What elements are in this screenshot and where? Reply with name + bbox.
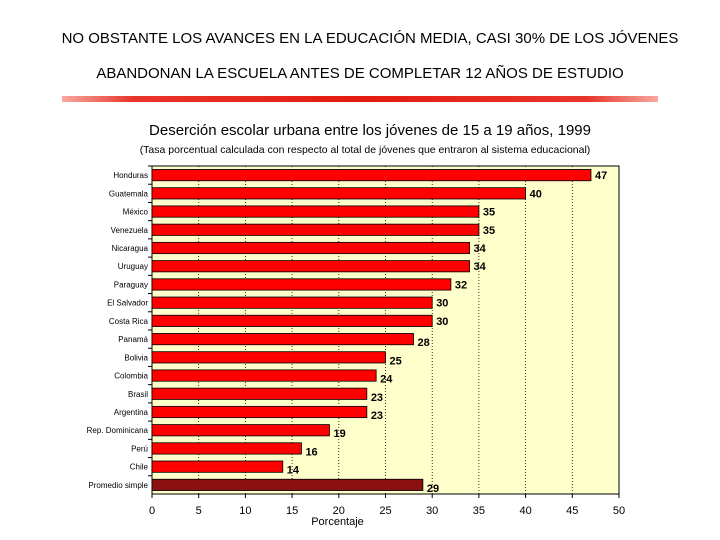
bar [151,333,414,346]
bar [151,387,368,400]
data-label: 24 [380,374,393,386]
data-label: 34 [474,261,487,273]
category-label: Honduras [113,171,148,180]
bar [151,169,592,182]
chart-title: Deserción escolar urbana entre los jóven… [149,122,591,139]
x-tick-label: 10 [239,505,251,517]
data-label: 32 [455,279,467,291]
bar [151,241,470,255]
accent-divider [62,96,658,102]
data-label: 35 [483,207,495,219]
bar [151,205,480,218]
category-label: Rep. Dominicana [87,426,149,435]
category-label: Paraguay [114,280,148,289]
bar [151,351,386,364]
bar [151,223,480,236]
category-label: Argentina [114,408,149,417]
bar [151,369,377,382]
category-label: Colombia [114,372,148,381]
data-label: 23 [371,410,383,422]
x-tick-label: 25 [379,505,391,517]
category-label: Bolivia [124,353,148,362]
bar [151,460,284,473]
data-label: 25 [390,355,402,367]
slide-heading-line2: ABANDONAN LA ESCUELA ANTES DE COMPLETAR … [96,65,624,82]
x-tick-label: 50 [613,505,625,517]
data-label: 40 [530,188,542,200]
category-label: Uruguay [118,262,148,271]
category-label: Nicaragua [112,244,149,253]
chart-subtitle: (Tasa porcentual calculada con respecto … [139,144,591,156]
category-label: Chile [130,463,149,472]
data-label: 30 [436,316,448,328]
bar [151,187,527,200]
category-label: México [123,208,149,217]
x-tick-label: 35 [473,505,485,517]
data-label: 19 [333,428,345,440]
category-label: Promedio simple [88,481,148,490]
x-tick-label: 45 [566,505,578,517]
data-label: 47 [595,170,607,182]
category-label: Guatemala [109,189,149,198]
bar [151,442,302,455]
x-tick-label: 20 [333,505,345,517]
data-label: 34 [474,243,487,255]
data-label: 16 [305,446,317,458]
category-label: Brasil [128,390,148,399]
data-label: 14 [287,465,300,477]
x-tick-label: 5 [196,505,202,517]
category-label: El Salvador [107,299,148,308]
category-label: Perú [131,444,148,453]
x-tick-label: 0 [149,505,155,517]
x-tick-label: 30 [426,505,438,517]
bar [151,296,433,309]
bar [151,260,470,273]
data-label: 29 [427,483,439,495]
category-label: Panamá [118,335,148,344]
x-axis-label: Porcentaje [311,516,364,528]
bar [151,405,368,419]
data-label: 23 [371,392,383,404]
bar [151,424,330,437]
data-label: 35 [483,225,495,237]
data-label: 30 [436,298,448,310]
bar [151,478,424,491]
x-tick-label: 15 [286,505,298,517]
category-label: Costa Rica [109,317,149,326]
bar [151,314,433,327]
category-label: Venezuela [111,226,149,235]
slide-heading-line1: NO OBSTANTE LOS AVANCES EN LA EDUCACIÓN … [61,30,679,47]
data-label: 28 [418,337,430,349]
bar [151,278,452,291]
x-tick-label: 40 [519,505,531,517]
